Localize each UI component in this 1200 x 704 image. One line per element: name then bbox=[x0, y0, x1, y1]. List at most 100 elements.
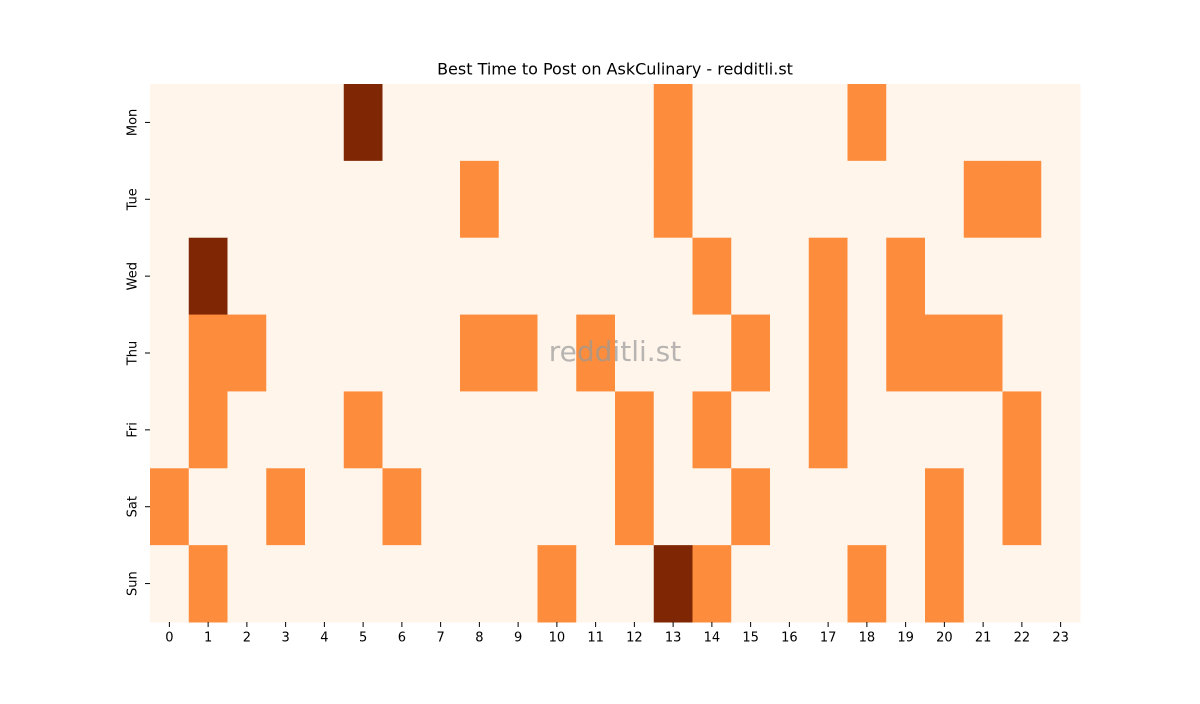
cell bbox=[963, 84, 1003, 162]
y-tick-label: Mon bbox=[126, 109, 141, 136]
x-tick-label: 23 bbox=[1052, 631, 1069, 646]
cell bbox=[1041, 468, 1081, 546]
cell bbox=[692, 314, 732, 392]
cell bbox=[886, 84, 926, 162]
cell bbox=[653, 468, 693, 546]
cell bbox=[963, 237, 1003, 316]
cell bbox=[847, 468, 887, 546]
cell bbox=[808, 84, 848, 162]
cell bbox=[615, 545, 655, 623]
cell bbox=[537, 468, 577, 546]
chart-title: Best Time to Post on AskCulinary - reddi… bbox=[437, 60, 793, 79]
cell bbox=[615, 160, 655, 239]
cell bbox=[382, 314, 422, 392]
cell bbox=[692, 545, 732, 623]
cell bbox=[150, 314, 190, 392]
cell bbox=[498, 545, 538, 623]
cell bbox=[770, 314, 810, 392]
cell bbox=[653, 237, 693, 316]
cell bbox=[886, 391, 926, 469]
y-tick-label: Wed bbox=[126, 262, 141, 290]
cell bbox=[227, 468, 267, 546]
cell bbox=[770, 160, 810, 239]
x-tick-label: 10 bbox=[549, 631, 566, 646]
cell bbox=[382, 84, 422, 162]
cell bbox=[460, 160, 500, 239]
cell bbox=[925, 160, 965, 239]
cell bbox=[343, 160, 383, 239]
cell bbox=[382, 160, 422, 239]
cell bbox=[305, 545, 345, 623]
axes: 0 1 2 3 4 5 6 7 8 9 10 11 12 13 14 15 16 17 18 19 20 21 22 23Mo… bbox=[126, 109, 1069, 646]
cell bbox=[188, 468, 228, 546]
cell bbox=[227, 545, 267, 623]
cell bbox=[460, 314, 500, 392]
cell bbox=[925, 84, 965, 162]
cell bbox=[653, 84, 693, 162]
cell bbox=[421, 468, 461, 546]
cell bbox=[615, 391, 655, 469]
cell bbox=[925, 237, 965, 316]
cell bbox=[692, 468, 732, 546]
cell bbox=[498, 237, 538, 316]
cell bbox=[1002, 545, 1042, 623]
cell bbox=[188, 237, 228, 316]
cell bbox=[847, 545, 887, 623]
cell bbox=[731, 545, 771, 623]
cell bbox=[615, 237, 655, 316]
cell bbox=[692, 237, 732, 316]
cell bbox=[266, 84, 306, 162]
cell bbox=[808, 160, 848, 239]
x-tick-label: 2 bbox=[243, 631, 251, 646]
x-tick-label: 8 bbox=[475, 631, 483, 646]
cell bbox=[460, 391, 500, 469]
cell bbox=[188, 84, 228, 162]
cell bbox=[498, 468, 538, 546]
cell bbox=[266, 237, 306, 316]
cell bbox=[1041, 545, 1081, 623]
cell bbox=[537, 84, 577, 162]
cell bbox=[886, 468, 926, 546]
cell bbox=[770, 545, 810, 623]
cell bbox=[770, 237, 810, 316]
cell bbox=[421, 391, 461, 469]
cell bbox=[150, 237, 190, 316]
cell bbox=[770, 468, 810, 546]
heatmap-cells bbox=[150, 84, 1081, 623]
cell bbox=[382, 468, 422, 546]
cell bbox=[227, 314, 267, 392]
cell bbox=[731, 237, 771, 316]
cell bbox=[305, 391, 345, 469]
cell bbox=[266, 314, 306, 392]
y-tick-label: Fri bbox=[126, 422, 141, 438]
cell bbox=[925, 314, 965, 392]
x-tick-label: 3 bbox=[281, 631, 289, 646]
cell bbox=[886, 545, 926, 623]
cell bbox=[770, 391, 810, 469]
cell bbox=[1002, 237, 1042, 316]
cell bbox=[576, 314, 616, 392]
cell bbox=[615, 84, 655, 162]
cell bbox=[963, 468, 1003, 546]
cell bbox=[498, 84, 538, 162]
cell bbox=[343, 468, 383, 546]
cell bbox=[1041, 314, 1081, 392]
cell bbox=[498, 314, 538, 392]
cell bbox=[150, 391, 190, 469]
cell bbox=[188, 314, 228, 392]
x-tick-label: 17 bbox=[820, 631, 837, 646]
x-tick-label: 9 bbox=[514, 631, 522, 646]
cell bbox=[537, 160, 577, 239]
cell bbox=[460, 237, 500, 316]
cell bbox=[692, 160, 732, 239]
cell bbox=[1041, 160, 1081, 239]
cell bbox=[537, 314, 577, 392]
cell bbox=[1041, 84, 1081, 162]
cell bbox=[460, 545, 500, 623]
cell bbox=[150, 545, 190, 623]
cell bbox=[925, 468, 965, 546]
x-tick-label: 18 bbox=[859, 631, 876, 646]
cell bbox=[382, 545, 422, 623]
cell bbox=[421, 545, 461, 623]
